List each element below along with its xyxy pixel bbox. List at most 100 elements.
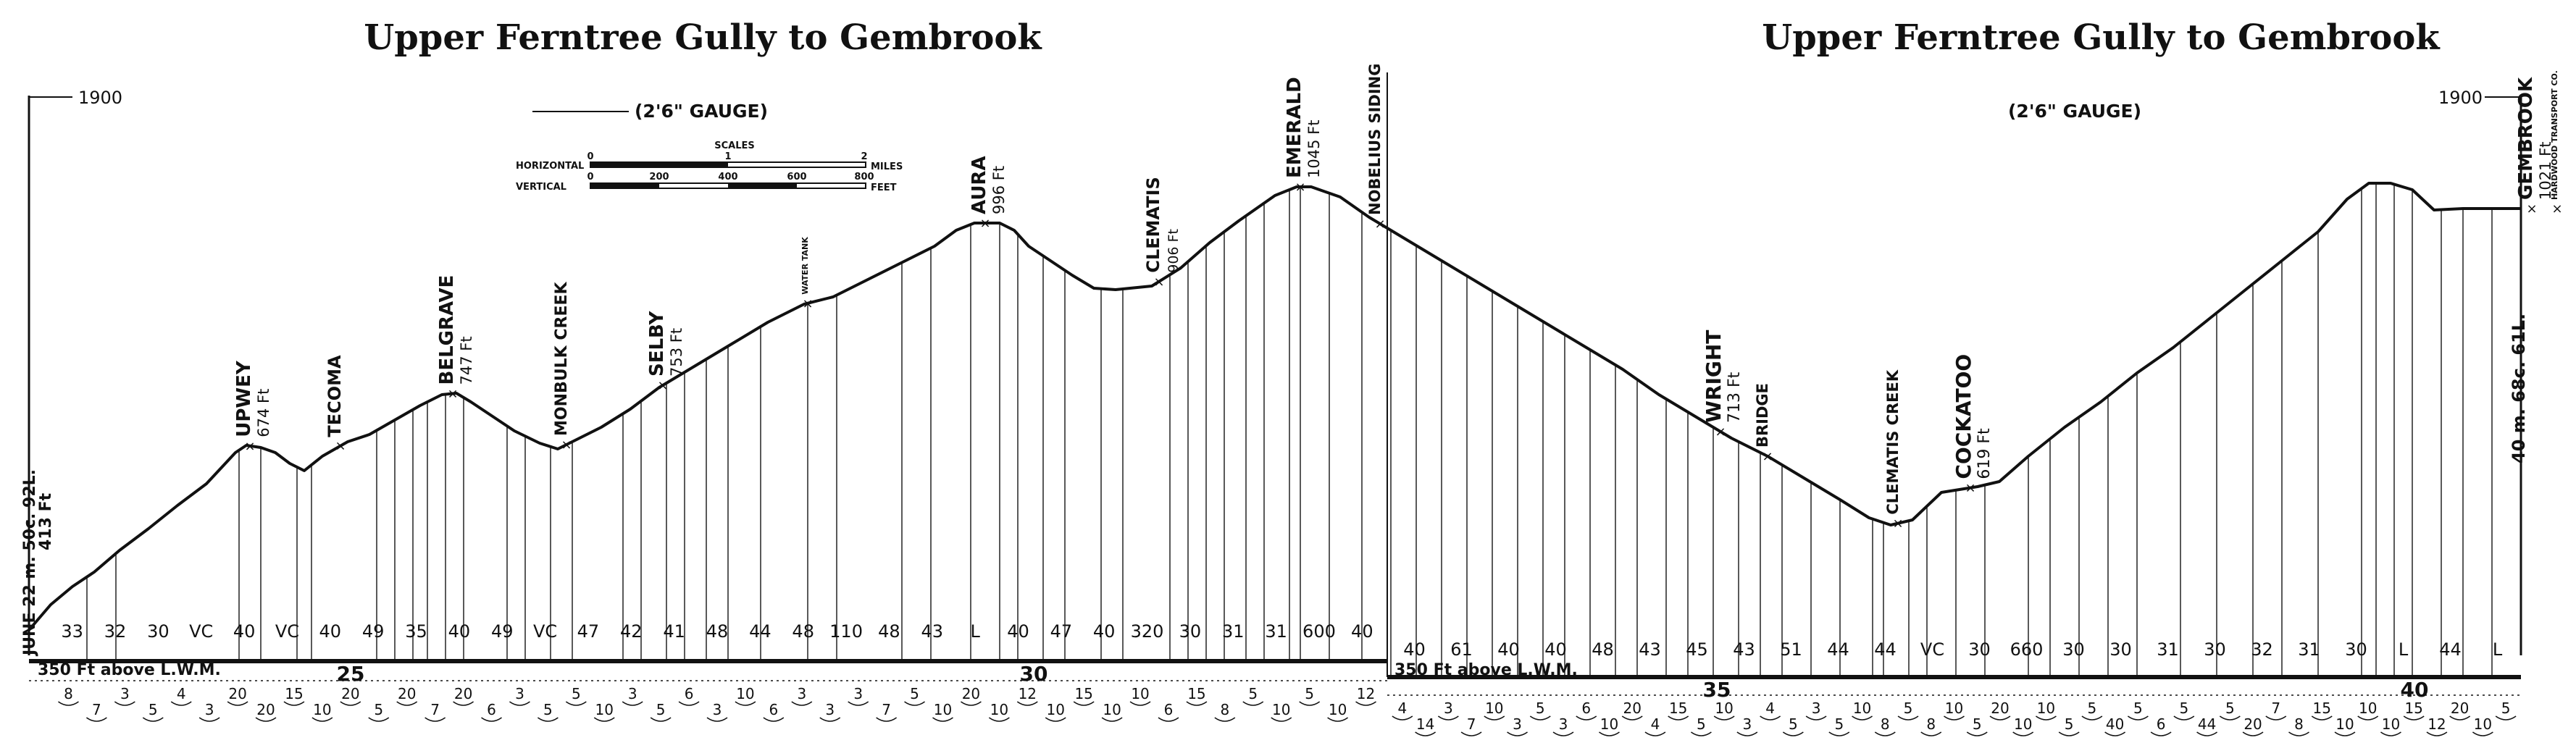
scale-h-tick-0: 0: [587, 151, 593, 162]
station-elevation: 1021 Ft: [2537, 142, 2554, 200]
datum-label-right: 350 Ft above L.W.M.: [1394, 661, 1578, 679]
curve-label: 3: [205, 701, 214, 718]
curve-arc: [2288, 731, 2309, 736]
curve-arc: [1529, 715, 1551, 721]
station-marker: ×: [657, 378, 668, 393]
station-marker: ×: [244, 439, 255, 454]
station-marker: ×: [1374, 217, 1385, 232]
curve-arc: [1668, 715, 1689, 721]
curve-arc: [1966, 731, 1988, 736]
gradient-labels-right: 40 61 40 40 48 43 45 43 51 44 44 VC 30 660 30 30 31 30 32 3…: [1403, 639, 2503, 660]
curve-arc: [1897, 715, 1919, 721]
station-name: WRIGHT: [1702, 330, 1726, 423]
curve-label: 10: [2335, 715, 2354, 733]
scale-v-tick-2: 400: [718, 172, 737, 182]
station-marker: ×: [2526, 201, 2537, 217]
station-name: BELGRAVE: [436, 275, 458, 385]
gradient-label: 44: [2439, 639, 2462, 660]
gradient-label: 51: [1780, 639, 1802, 660]
curve-arc: [1690, 731, 1712, 736]
station-marker: ×: [335, 439, 346, 454]
curve-label: 20: [228, 685, 246, 702]
curve-arc: [706, 717, 728, 722]
curve-label: 8: [1881, 715, 1890, 733]
curve-arc: [1129, 701, 1151, 706]
curve-arc: [453, 701, 474, 706]
curve-arc: [593, 717, 615, 722]
scale-horizontal-label: HORIZONTAL: [516, 161, 584, 172]
curve-label: 5: [1248, 685, 1258, 702]
gradient-label: 44: [1874, 639, 1897, 660]
curve-label: 20: [1991, 700, 2009, 717]
curve-label: 10: [990, 701, 1008, 718]
station-name: AURA: [969, 156, 990, 214]
station-name: COCKATOO: [1952, 354, 1975, 479]
station-name: MONBULK CREEK: [553, 281, 571, 436]
curve-label: 3: [1812, 700, 1821, 717]
curve-arc: [283, 701, 305, 706]
curve-label: 5: [656, 701, 666, 718]
curve-label: 3: [1559, 715, 1568, 733]
end-note-line1: 40 m. 68c. 61L.: [2509, 314, 2529, 463]
scales-title: SCALES: [714, 140, 755, 151]
curve-label: 40: [2106, 715, 2124, 733]
gradient-label: 45: [1686, 639, 1708, 660]
station-marker: ×: [1153, 274, 1164, 290]
gradient-label: 30: [2204, 639, 2226, 660]
curve-arc: [2173, 715, 2195, 721]
gradient-label: 40: [1351, 621, 1373, 642]
curve-label: 3: [120, 685, 130, 702]
station-marker: ×: [979, 216, 990, 231]
station-name: UPWEY: [233, 360, 255, 437]
curve-label: 8: [1926, 715, 1936, 733]
gradient-label: 32: [2251, 639, 2273, 660]
scale-vertical-label: VERTICAL: [516, 182, 566, 193]
curve-arc: [396, 701, 418, 706]
curve-label: 7: [882, 701, 891, 718]
curve-label: 10: [1103, 701, 1121, 718]
scale-v-tick-1: 200: [649, 172, 669, 182]
curve-label: 3: [1444, 700, 1453, 717]
curve-label: 3: [713, 701, 722, 718]
curve-arc: [1621, 715, 1643, 721]
curve-arc: [1713, 715, 1735, 721]
curve-arc: [1920, 731, 1942, 736]
milepost-35: 35: [1703, 678, 1731, 702]
station-marker: ×: [802, 296, 813, 311]
gradient-label: 31: [1265, 621, 1287, 642]
gradient-label: L: [2399, 639, 2409, 660]
gradient-label: 30: [2345, 639, 2367, 660]
scale-v-tick-3: 600: [787, 172, 806, 182]
curve-arc: [425, 717, 446, 722]
curve-label: 5: [2179, 700, 2188, 717]
curve-arc: [2036, 715, 2057, 721]
curve-arc: [1805, 715, 1827, 721]
gradient-label: 31: [2157, 639, 2179, 660]
curve-arc: [1828, 731, 1850, 736]
curve-label: 6: [685, 685, 694, 702]
gradient-label: 61: [1450, 639, 1473, 660]
station-elevation: 674 Ft: [255, 389, 272, 437]
gradient-label: 110: [829, 621, 863, 642]
station-name: CLEMATIS CREEK: [1884, 369, 1902, 515]
curve-arc: [1599, 731, 1620, 736]
curve-arc: [1186, 701, 1208, 706]
curve-arc: [340, 701, 361, 706]
curve-label: 20: [341, 685, 359, 702]
curve-label: 10: [934, 701, 952, 718]
gradient-label: 47: [1050, 621, 1073, 642]
curve-arc: [537, 717, 559, 722]
curve-label: 7: [92, 701, 101, 718]
curve-label: 10: [2014, 715, 2032, 733]
curve-label: 15: [2404, 700, 2422, 717]
station-name: CLEMATIS: [1143, 177, 1163, 272]
curve-arc: [2081, 715, 2103, 721]
curve-label: 5: [2088, 700, 2097, 717]
curve-arc: [1552, 731, 1574, 736]
profile-line: [28, 182, 2521, 631]
station-elevation: 753 Ft: [668, 328, 685, 377]
curve-arc: [2334, 731, 2356, 736]
curve-arc: [142, 717, 164, 722]
curve-arc: [2403, 715, 2425, 721]
